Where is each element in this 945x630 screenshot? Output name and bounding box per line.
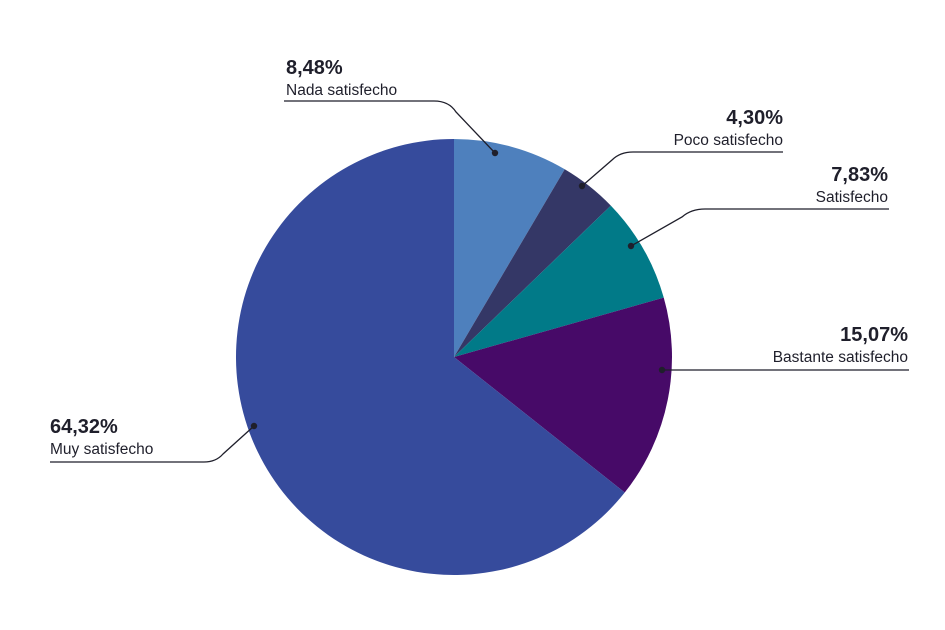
data-label-satisfecho-value: 7,83% xyxy=(831,164,888,186)
leader-lines xyxy=(50,100,909,463)
data-label-nada-satisfecho-name: Nada satisfecho xyxy=(286,82,397,99)
pie-slice-satisfecho xyxy=(454,205,664,357)
data-label-nada-satisfecho-value: 8,48% xyxy=(286,57,343,79)
pie-slice-muy-satisfecho xyxy=(235,139,625,575)
leader-dot-poco-satisfecho xyxy=(578,182,586,190)
data-label-bastante-satisfecho-value: 15,07% xyxy=(840,324,908,346)
pie-slice-nada-satisfecho xyxy=(454,139,565,357)
pie-slice-bastante-satisfecho xyxy=(454,297,672,493)
leader-dot-satisfecho xyxy=(627,242,635,250)
leader-line-poco-satisfecho xyxy=(581,151,783,187)
pie-slice-poco-satisfecho xyxy=(454,169,611,357)
data-label-muy-satisfecho-value: 64,32% xyxy=(50,416,118,438)
data-label-muy-satisfecho-name: Muy satisfecho xyxy=(50,441,153,458)
data-label-bastante-satisfecho-name: Bastante satisfecho xyxy=(773,349,908,366)
leader-dot-nada-satisfecho xyxy=(491,149,499,157)
leader-line-muy-satisfecho xyxy=(50,425,255,463)
leader-dot-bastante-satisfecho xyxy=(658,366,666,374)
pie-slices xyxy=(235,139,672,575)
leader-line-satisfecho xyxy=(630,208,889,247)
data-label-poco-satisfecho-name: Poco satisfecho xyxy=(674,132,783,149)
data-label-satisfecho-name: Satisfecho xyxy=(816,189,888,206)
data-label-poco-satisfecho-value: 4,30% xyxy=(726,107,783,129)
leader-dot-muy-satisfecho xyxy=(250,422,258,430)
leader-line-nada-satisfecho xyxy=(284,100,496,154)
